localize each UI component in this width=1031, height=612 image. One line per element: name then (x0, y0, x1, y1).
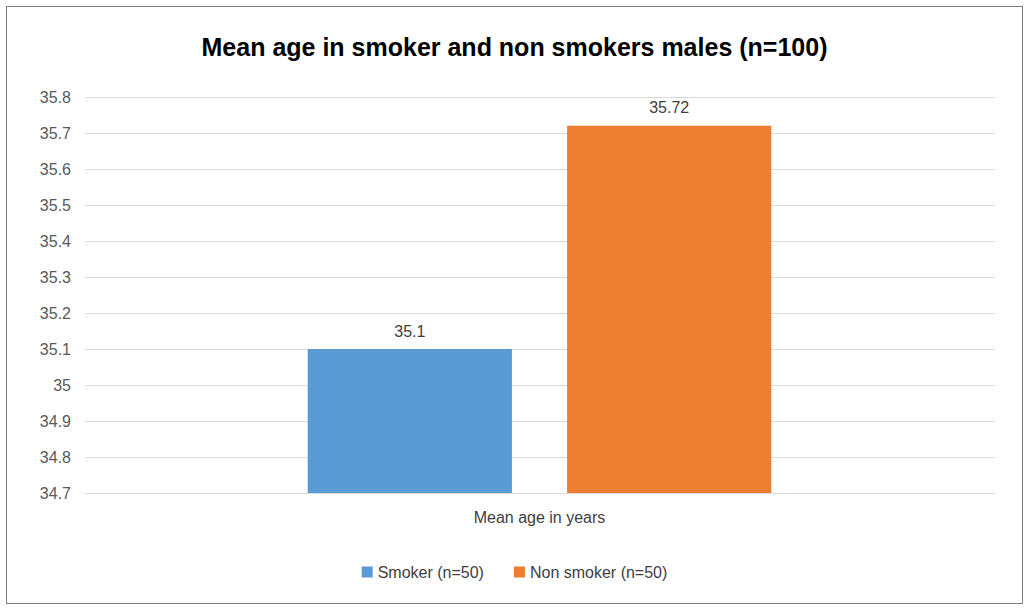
svg-text:35.1: 35.1 (40, 341, 71, 358)
svg-text:35.5: 35.5 (40, 197, 71, 214)
svg-text:35.3: 35.3 (40, 269, 71, 286)
svg-text:Smoker (n=50): Smoker (n=50) (378, 564, 484, 581)
svg-text:34.7: 34.7 (40, 485, 71, 502)
svg-text:35.4: 35.4 (40, 233, 71, 250)
svg-text:Mean age in smoker and non smo: Mean age in smoker and non smokers males… (202, 33, 828, 61)
svg-text:Mean age in years: Mean age in years (474, 509, 606, 526)
svg-text:35.7: 35.7 (40, 125, 71, 142)
svg-text:35.2: 35.2 (40, 305, 71, 322)
svg-text:35: 35 (53, 377, 71, 394)
svg-text:35.8: 35.8 (40, 89, 71, 106)
svg-text:35.72: 35.72 (649, 99, 689, 116)
svg-text:34.8: 34.8 (40, 449, 71, 466)
svg-text:35.1: 35.1 (394, 323, 425, 340)
svg-text:35.6: 35.6 (40, 161, 71, 178)
svg-text:34.9: 34.9 (40, 413, 71, 430)
svg-text:Non smoker (n=50): Non smoker (n=50) (530, 564, 667, 581)
